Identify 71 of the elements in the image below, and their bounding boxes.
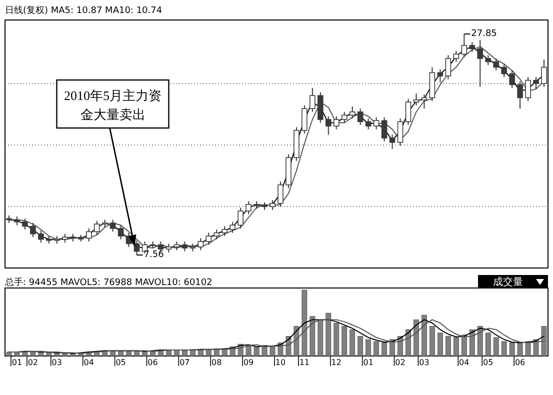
bar [118,350,124,356]
bar [310,316,316,356]
panel-header: 总手: 94455 MAVOL5: 76988 MAVOL10: 60102 [5,278,212,288]
x-tick-label: 12 [331,358,342,367]
bar [477,326,483,356]
bar [110,351,116,356]
x-tick-label: 01 [363,358,374,367]
bar [501,341,507,356]
x-tick-label: 10 [275,358,286,367]
bar [382,342,387,356]
bar [166,350,172,356]
x-tick-label: 09 [243,358,254,367]
bar [517,342,523,356]
bar [358,336,364,356]
bar [326,312,332,356]
bar [509,342,515,356]
x-tick-label: 03 [52,358,62,367]
annotation: 2010年5月主力资金大量卖出 [64,88,162,122]
bar [406,329,411,356]
bar [493,337,499,356]
x-tick-label: 05 [483,358,494,367]
panel-header: 日线(复权) MA5: 10.87 MA10: 10.74 [5,6,162,16]
x-tick-label: 06 [148,358,158,367]
bar [318,320,324,356]
bar [46,352,52,356]
bar [422,314,427,356]
x-tick-label: 01 [12,358,22,367]
bar [374,341,380,356]
x-tick-label: 06 [514,358,526,367]
bar [461,334,467,356]
bar [254,347,260,356]
bar [70,353,76,356]
bar [334,322,340,356]
bar [142,351,148,356]
bar [174,350,180,356]
bar [430,326,435,356]
bar [485,332,491,356]
bar [350,329,356,356]
x-tick-label: 08 [212,358,222,367]
bar [302,290,308,356]
bar [541,326,547,356]
annotation: 27.85 [471,29,497,39]
bar [453,337,459,356]
bar [270,346,276,356]
x-tick-label: 04 [84,358,94,367]
bar [134,351,140,356]
bar [438,332,443,356]
bar [469,329,475,356]
bar [6,352,12,356]
bar [222,349,228,356]
bar [342,326,348,356]
x-tick-label: 02 [395,358,406,367]
bar [30,352,36,356]
bar [182,350,188,356]
bar [206,350,212,356]
bar [246,346,252,356]
bar [366,339,372,356]
x-tick-label: 04 [459,358,470,367]
bar [62,353,68,356]
bar [126,350,132,356]
x-tick-label: 03 [419,358,430,367]
x-tick-label: 05 [116,358,126,367]
bar [445,336,451,356]
bar [525,341,531,356]
x-tick-label: 02 [28,358,38,367]
bar [414,320,419,356]
x-tick-label: 07 [180,358,190,367]
bar [294,326,300,356]
x-tick-label: 11 [299,358,310,367]
text: 成交量 [493,276,523,288]
annotation: 7.56 [144,250,164,260]
